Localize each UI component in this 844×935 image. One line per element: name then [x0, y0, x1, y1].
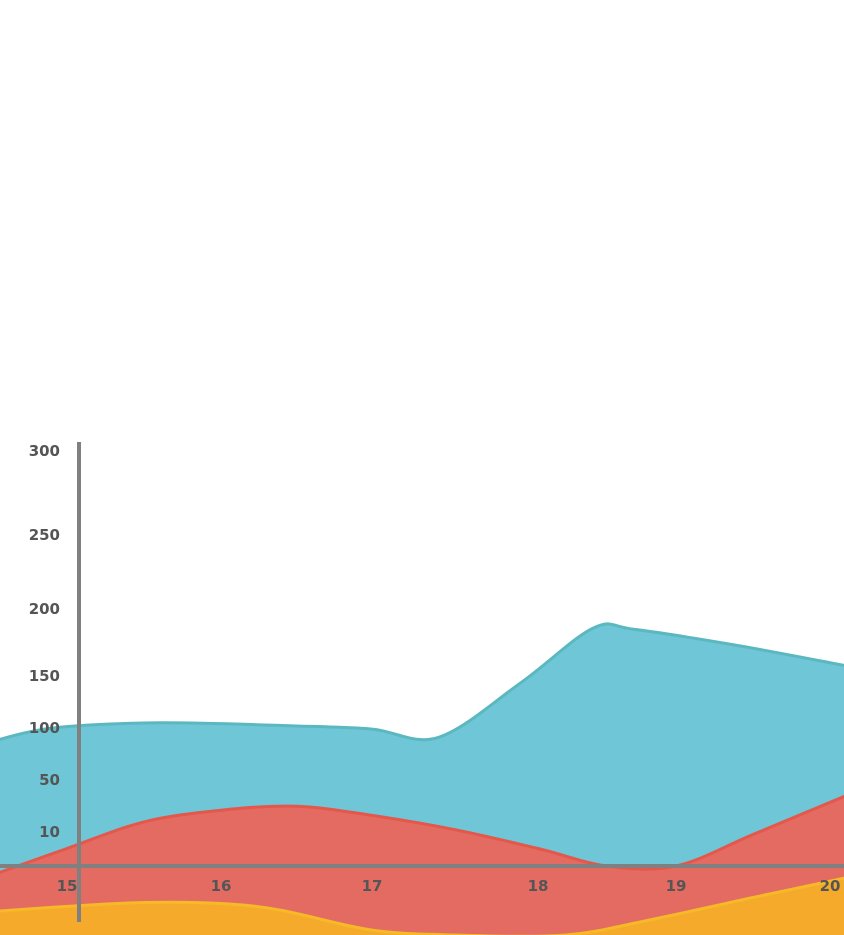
- area-series-1-line: [0, 622, 844, 742]
- y-tick-label: 100: [29, 719, 60, 737]
- y-tick-label: 10: [39, 823, 60, 841]
- x-tick-label: 17: [362, 877, 383, 895]
- y-tick-label: 250: [29, 526, 60, 544]
- y-tick-label: 50: [39, 771, 60, 789]
- area-series-group: [0, 622, 844, 935]
- area-series-3-line: [0, 876, 844, 935]
- y-tick-label: 150: [29, 667, 60, 685]
- area-series-2-line: [0, 794, 844, 874]
- y-tick-label: 200: [29, 600, 60, 618]
- x-tick-label: 19: [666, 877, 687, 895]
- x-tick-label: 15: [57, 877, 78, 895]
- x-tick-label: 16: [211, 877, 232, 895]
- x-tick-label: 20: [820, 877, 841, 895]
- x-tick-label: 18: [528, 877, 549, 895]
- area-series-3: [0, 878, 844, 935]
- y-tick-label: 300: [29, 442, 60, 460]
